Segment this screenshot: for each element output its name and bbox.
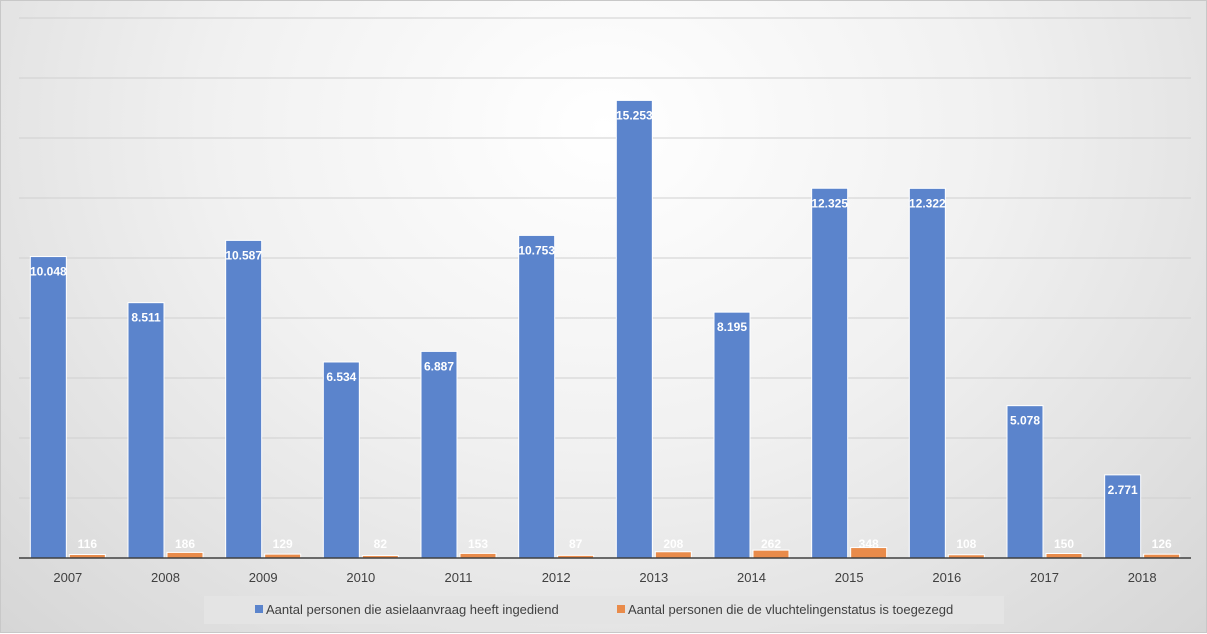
bar-asylum-requests [518,234,556,559]
x-tick-label: 2015 [835,570,864,585]
data-label-refugee-status: 186 [175,537,195,551]
data-label-refugee-status: 153 [468,537,488,551]
bar-refugee-status [752,549,790,559]
data-label-refugee-status: 208 [663,537,683,551]
data-label-refugee-status: 262 [761,537,781,551]
data-label-refugee-status: 87 [569,537,583,551]
x-tick-label: 2012 [542,570,571,585]
bar-asylum-requests [127,302,165,559]
data-label-refugee-status: 126 [1152,537,1172,551]
bar-asylum-requests [811,187,849,559]
bar-refugee-status [654,551,692,559]
x-tick-label: 2008 [151,570,180,585]
data-label-asylum-requests: 15.253 [616,108,653,122]
data-label-refugee-status: 82 [374,537,388,551]
bar-asylum-requests [713,311,751,559]
legend-label-asylum-requests: Aantal personen die asielaanvraag heeft … [266,602,559,617]
x-tick-label: 2007 [53,570,82,585]
data-label-asylum-requests: 5.078 [1010,414,1040,428]
x-tick-label: 2016 [932,570,961,585]
x-tick-label: 2011 [445,570,473,585]
data-label-asylum-requests: 2.771 [1108,483,1138,497]
legend-label-refugee-status: Aantal personen die de vluchtelingenstat… [628,602,953,617]
data-label-refugee-status: 150 [1054,537,1074,551]
bar-asylum-requests [29,256,67,559]
data-label-refugee-status: 129 [273,537,293,551]
x-tick-label: 2018 [1128,570,1157,585]
x-tick-label: 2014 [737,570,766,585]
data-label-asylum-requests: 12.325 [811,196,848,210]
data-label-asylum-requests: 12.322 [909,196,946,210]
bar-asylum-requests [420,350,458,559]
bars [29,99,1181,559]
gridlines [19,17,1191,499]
data-label-asylum-requests: 6.887 [424,359,454,373]
data-labels: 10.048 8.511 10.587 6.534 6.887 10.753 15.253 8… [30,108,1172,551]
data-label-refugee-status: 108 [956,537,976,551]
bar-asylum-requests [1006,405,1044,559]
x-axis: 2007 2008 2009 2010 2011 2012 2013 2014 2015 2016… [19,557,1191,585]
data-label-asylum-requests: 8.195 [717,320,747,334]
bar-asylum-requests [908,187,946,559]
data-label-asylum-requests: 10.048 [30,265,67,279]
x-tick-label: 2013 [639,570,668,585]
data-label-refugee-status: 116 [78,537,98,551]
legend-box [204,596,1004,624]
bar-refugee-status [166,551,204,559]
bar-asylum-requests [615,99,653,559]
x-tick-label: 2010 [346,570,375,585]
legend-swatch-refugee-status [617,605,625,613]
data-label-refugee-status: 348 [859,537,879,551]
data-label-asylum-requests: 6.534 [326,370,356,384]
bar-asylum-requests [322,361,360,559]
x-tick-label: 2017 [1030,570,1059,585]
bar-asylum-requests [1104,474,1142,559]
legend-swatch-asylum-requests [255,605,263,613]
legend: Aantal personen die asielaanvraag heeft … [204,596,1004,624]
data-label-asylum-requests: 8.511 [131,311,161,325]
data-label-asylum-requests: 10.753 [518,243,555,257]
x-tick-label: 2009 [249,570,278,585]
bar-asylum-requests [225,239,263,559]
data-label-asylum-requests: 10.587 [225,248,262,262]
